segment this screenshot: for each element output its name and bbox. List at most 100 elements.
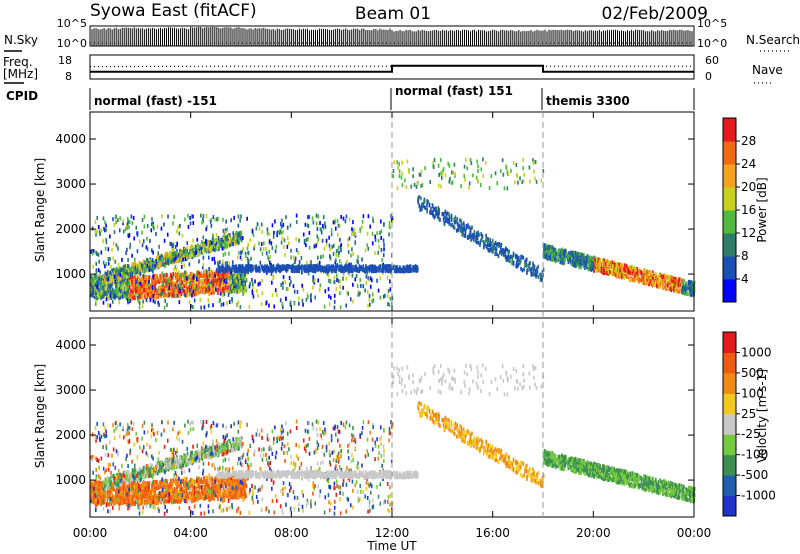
power-cell <box>337 279 340 284</box>
power-cell <box>183 249 186 254</box>
power-cell <box>253 243 256 248</box>
power-cell <box>214 241 216 246</box>
power-cell <box>217 291 219 296</box>
power-cell <box>144 282 147 287</box>
power-cell <box>187 224 190 229</box>
power-cell <box>435 209 437 214</box>
freq-left-tick-bottom: 8 <box>65 70 72 83</box>
power-cell <box>111 287 114 292</box>
power-cell <box>236 287 238 292</box>
power-cell <box>119 216 121 221</box>
power-cell <box>313 244 316 249</box>
power-cell <box>217 287 219 292</box>
power-cell <box>512 161 515 166</box>
power-cell <box>272 234 275 239</box>
power-cell <box>432 207 435 212</box>
power-cell <box>335 286 338 291</box>
power-cell <box>461 222 463 227</box>
power-cell <box>268 268 271 273</box>
power-cell <box>278 264 281 269</box>
power-cell <box>490 241 493 246</box>
power-cell <box>251 228 254 233</box>
power-cell <box>450 213 453 218</box>
power-cell <box>396 186 399 191</box>
power-cell <box>314 295 316 300</box>
power-cell <box>541 277 543 282</box>
power-cell <box>200 289 203 294</box>
power-cell <box>262 265 265 270</box>
power-cell <box>328 294 330 299</box>
power-cell <box>239 230 241 235</box>
power-cell <box>597 267 600 272</box>
power-cell <box>147 282 150 287</box>
power-cell <box>222 246 225 251</box>
power-cell <box>311 216 314 221</box>
power-cell <box>333 280 335 285</box>
power-cell <box>532 265 535 270</box>
power-cell <box>161 214 163 219</box>
power-cell <box>435 206 438 211</box>
power-cell <box>339 291 341 296</box>
power-cell <box>130 265 133 270</box>
power-cell <box>342 285 344 290</box>
power-cell <box>348 272 351 277</box>
power-cell <box>185 288 187 293</box>
power-cell <box>528 264 530 269</box>
power-cell <box>208 291 210 296</box>
power-cell <box>313 264 316 269</box>
power-cell <box>186 276 188 281</box>
power-cell <box>319 227 322 232</box>
power-cell <box>130 288 132 293</box>
power-cell <box>406 268 409 273</box>
power-cell <box>673 279 676 284</box>
power-cell <box>172 272 174 277</box>
power-cell <box>367 276 370 281</box>
power-cell <box>118 288 120 293</box>
power-cell <box>321 238 324 243</box>
power-cell <box>114 215 117 220</box>
power-cell <box>569 257 572 262</box>
power-cell <box>113 270 116 275</box>
power-cell <box>172 287 174 292</box>
power-cell <box>362 214 365 219</box>
power-cell <box>264 264 266 269</box>
power-cell <box>383 247 385 252</box>
cpid-segment-3: themis 3300 <box>546 94 630 108</box>
power-cell <box>201 283 204 288</box>
nsky-left-tick-bottom: 10^0 <box>57 37 87 50</box>
power-cell <box>128 286 131 291</box>
power-cell <box>142 274 145 279</box>
power-cell <box>325 269 328 274</box>
power-cell <box>175 289 178 294</box>
power-cell <box>186 249 189 254</box>
power-cell <box>400 175 403 180</box>
power-cell <box>510 254 512 259</box>
power-cell <box>180 281 183 286</box>
power-cell <box>387 269 390 274</box>
power-cell <box>380 247 383 252</box>
power-cell <box>416 265 419 270</box>
power-cell <box>214 278 217 283</box>
power-cell <box>502 172 505 177</box>
power-cell <box>333 293 336 298</box>
power-cell <box>210 223 213 228</box>
power-cell <box>321 223 324 228</box>
power-cell <box>188 300 191 305</box>
power-cell <box>507 250 510 255</box>
power-cell <box>477 164 479 169</box>
power-cell <box>219 276 222 281</box>
power-cell <box>638 269 641 274</box>
power-cell <box>114 259 117 264</box>
power-cell <box>99 270 102 275</box>
power-cell <box>303 240 306 245</box>
power-cell <box>193 298 196 303</box>
power-cell <box>423 199 426 204</box>
power-cell <box>206 280 208 285</box>
power-cell <box>225 264 228 269</box>
power-cell <box>287 287 289 292</box>
power-cell <box>132 272 135 277</box>
power-cell <box>111 290 113 295</box>
power-cell <box>472 232 474 237</box>
power-cell <box>149 289 151 294</box>
power-cell <box>97 294 99 299</box>
